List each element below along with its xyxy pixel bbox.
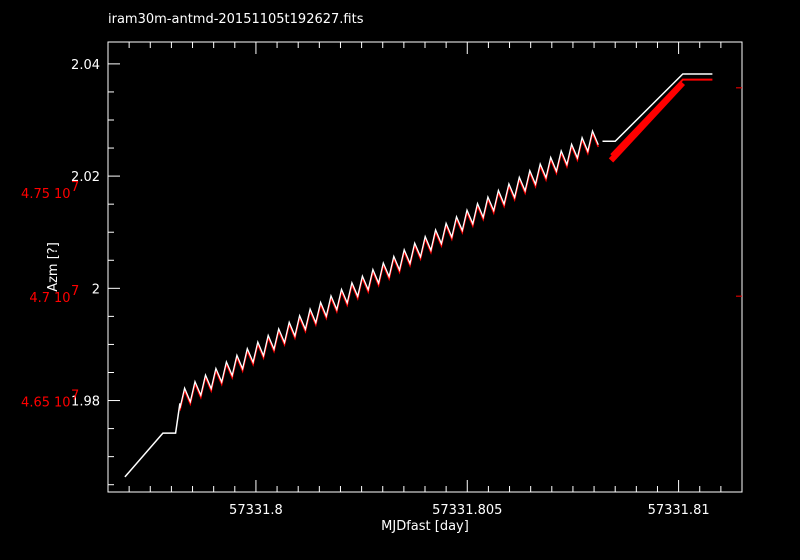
y-right-tick-mantissa: 4.75	[21, 187, 50, 202]
y-right-tick-exponent: 7	[71, 180, 79, 195]
y-left-tick-label: 2.04	[71, 58, 100, 73]
y-left-tick-label: 1.98	[71, 395, 100, 410]
y-axis-label: Azm [?]	[46, 242, 61, 292]
series-red-line	[610, 78, 713, 156]
y-right-tick-base: 10	[54, 291, 71, 306]
y-right-tick-mantissa: 4.7	[29, 291, 50, 306]
series-white-sawtooth	[179, 128, 599, 409]
chart-title: iram30m-antmd-20151105t192627.fits	[108, 12, 364, 27]
y-right-tick-mantissa: 4.65	[21, 395, 50, 410]
y-right-tick-base: 10	[54, 187, 71, 202]
x-tick-label: 57331.81	[648, 503, 710, 518]
axes-layer: 57331.8 57331.805 57331.81 1.98 2 2.02 2.04 4.6…	[21, 42, 743, 518]
series-white-line	[124, 403, 181, 478]
series-red-band	[608, 80, 685, 163]
x-axis-label: MJDfast [day]	[381, 519, 469, 534]
y-right-tick-exponent: 7	[71, 388, 79, 403]
y-right-tick-exponent: 7	[71, 284, 79, 299]
series-white-line	[602, 73, 713, 143]
x-tick-label: 57331.805	[432, 503, 502, 518]
x-tick-label: 57331.8	[229, 503, 283, 518]
series-layer	[124, 73, 713, 478]
y-right-tick-base: 10	[54, 395, 71, 410]
y-left-tick-label: 2.02	[71, 170, 100, 185]
y-left-tick-label: 2	[92, 282, 100, 297]
